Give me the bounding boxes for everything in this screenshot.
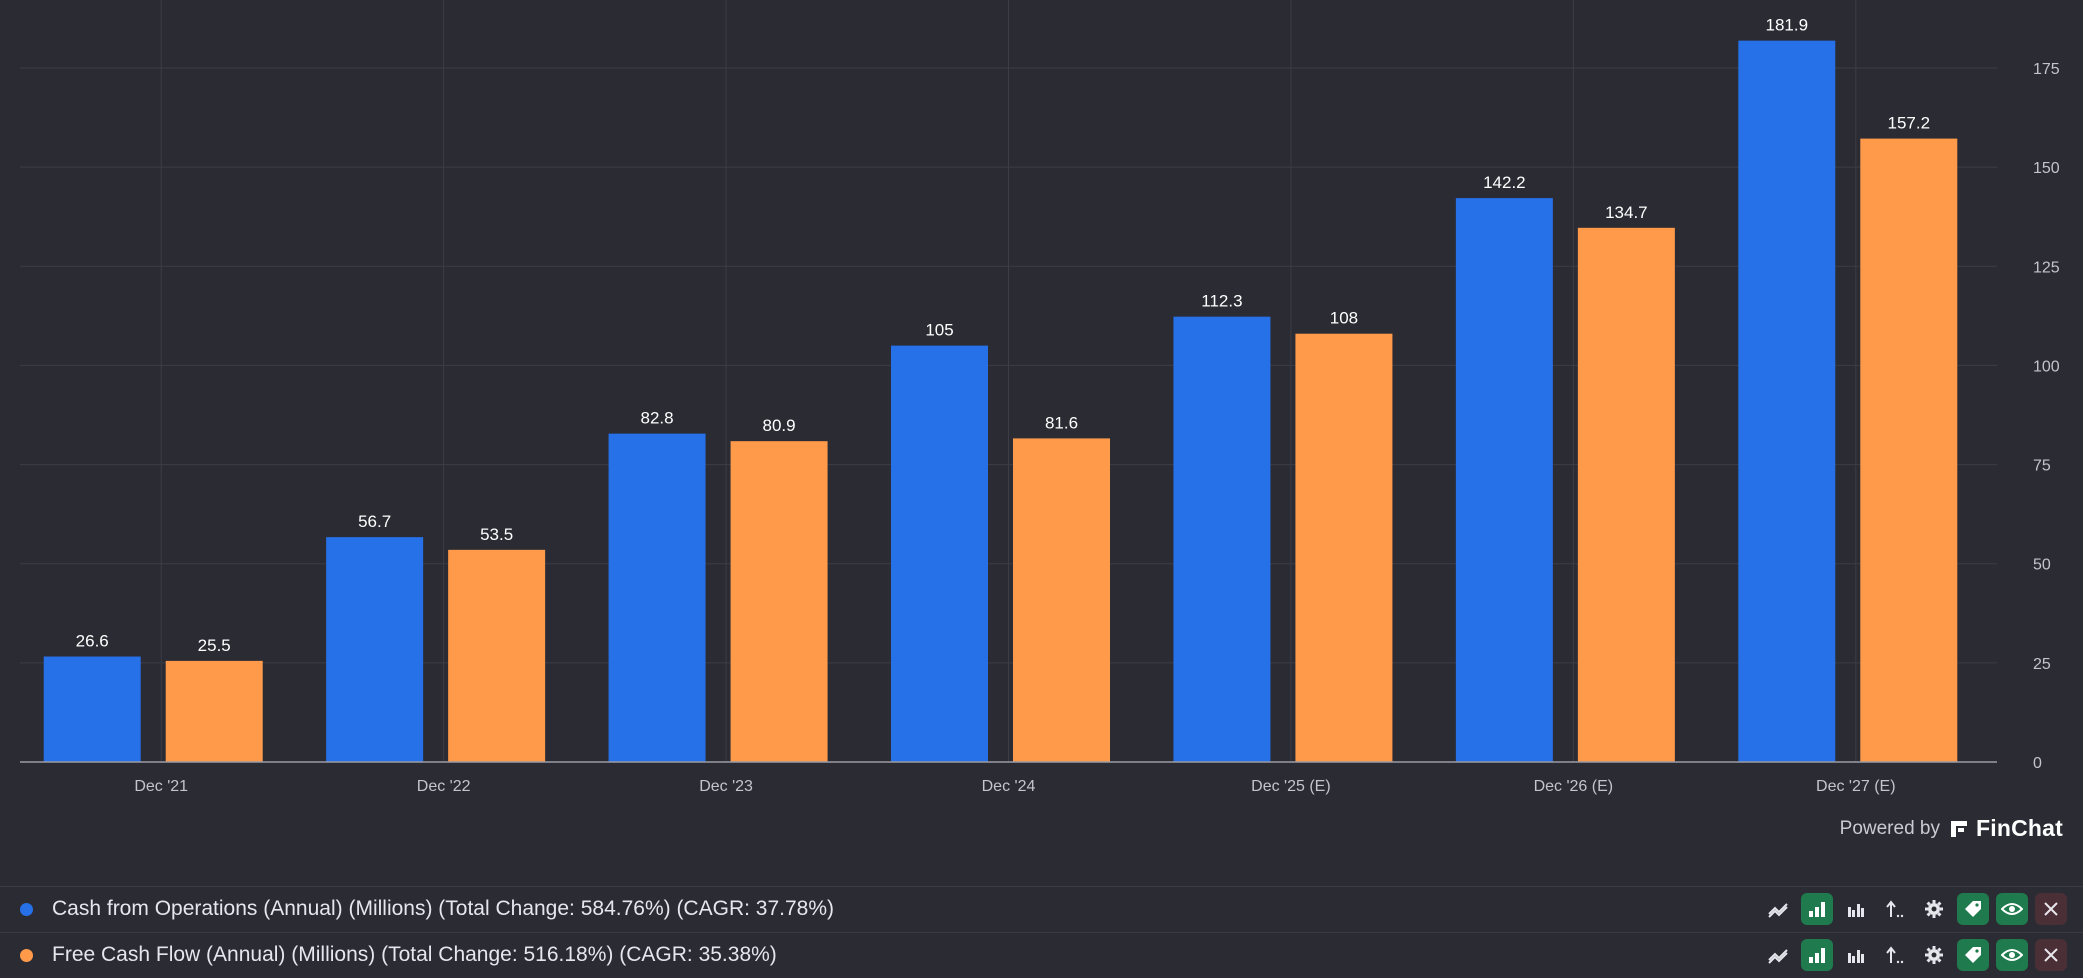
tag-icon[interactable]	[1957, 939, 1989, 971]
y-tick-label: 100	[2033, 358, 2060, 375]
x-tick-label: Dec '24	[982, 778, 1036, 795]
legend-row-free-cash-flow: Free Cash Flow (Annual) (Millions) (Tota…	[0, 932, 2083, 977]
grouped-bar-icon[interactable]	[1840, 939, 1872, 971]
series-color-dot	[20, 948, 33, 962]
x-tick-label: Dec '26 (E)	[1534, 778, 1614, 795]
data-label: 142.2	[1483, 173, 1526, 192]
x-tick-label: Dec '21	[134, 778, 188, 795]
bar	[1738, 40, 1836, 762]
y-tick-label: 175	[2033, 61, 2060, 78]
data-label: 80.9	[763, 416, 796, 435]
y-tick-label: 75	[2033, 458, 2051, 475]
finchat-icon	[1951, 820, 1967, 837]
x-tick-label: Dec '23	[699, 778, 753, 795]
y-tick-label: 150	[2033, 160, 2060, 177]
bar	[1013, 438, 1110, 762]
x-tick-label: Dec '25 (E)	[1251, 778, 1331, 795]
bar	[1455, 198, 1553, 762]
data-label: 25.5	[198, 636, 231, 655]
bar	[730, 441, 828, 762]
x-tick-label: Dec '27 (E)	[1816, 778, 1896, 795]
bar-chart-icon[interactable]	[1801, 939, 1833, 971]
bar	[608, 433, 706, 762]
data-label: 56.7	[358, 512, 391, 531]
data-label: 181.9	[1766, 16, 1809, 35]
trend-line-icon[interactable]	[1762, 939, 1794, 971]
series-color-dot	[20, 902, 33, 916]
bar	[1295, 333, 1393, 762]
bar-chart: 0 25 50 75 100 125 150 175 Dec '21 Dec '22 Dec '23…	[20, 0, 2060, 795]
data-label: 82.8	[641, 409, 674, 428]
close-icon[interactable]	[2035, 939, 2067, 971]
tag-icon[interactable]	[1957, 893, 1989, 925]
data-label: 108	[1330, 309, 1358, 328]
y-tick-label: 25	[2033, 656, 2051, 673]
sort-icon[interactable]	[1879, 939, 1911, 971]
x-tick-label: Dec '22	[417, 778, 471, 795]
data-label: 26.6	[76, 632, 109, 651]
eye-icon[interactable]	[1996, 939, 2028, 971]
bar	[1577, 227, 1675, 762]
legend-label: Free Cash Flow (Annual) (Millions) (Tota…	[52, 943, 777, 966]
eye-icon[interactable]	[1996, 893, 2028, 925]
bar	[448, 549, 546, 762]
data-label: 81.6	[1045, 413, 1078, 432]
bar	[326, 537, 424, 762]
data-label: 134.7	[1605, 203, 1648, 222]
y-tick-label: 0	[2033, 755, 2042, 772]
bar	[1173, 316, 1271, 762]
trend-line-icon[interactable]	[1762, 893, 1794, 925]
y-tick-label: 50	[2033, 557, 2051, 574]
powered-by: Powered by FinChat	[1840, 815, 2063, 842]
bar	[1860, 138, 1958, 762]
bar	[165, 660, 263, 762]
y-tick-label: 125	[2033, 259, 2060, 276]
bar-chart-icon[interactable]	[1801, 893, 1833, 925]
gear-icon[interactable]	[1918, 893, 1950, 925]
data-label: 105	[925, 321, 953, 340]
data-label: 53.5	[480, 525, 513, 544]
gear-icon[interactable]	[1918, 939, 1950, 971]
data-label: 157.2	[1888, 114, 1931, 133]
bar	[43, 656, 141, 762]
grouped-bar-icon[interactable]	[1840, 893, 1872, 925]
legend-label: Cash from Operations (Annual) (Millions)…	[52, 897, 834, 920]
sort-icon[interactable]	[1879, 893, 1911, 925]
data-label: 112.3	[1201, 292, 1242, 311]
finchat-logo: FinChat	[1948, 815, 2063, 842]
bar	[891, 345, 988, 762]
close-icon[interactable]	[2035, 893, 2067, 925]
brand-name: FinChat	[1976, 815, 2063, 841]
legend-row-cash-from-operations: Cash from Operations (Annual) (Millions)…	[0, 886, 2083, 931]
powered-by-text: Powered by	[1839, 817, 1940, 839]
